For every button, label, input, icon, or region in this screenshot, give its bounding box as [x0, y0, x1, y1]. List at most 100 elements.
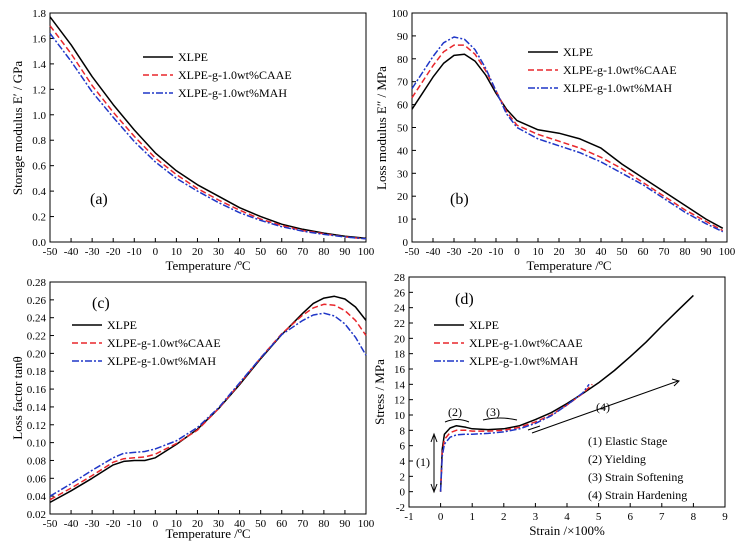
stage-2-arrow — [444, 419, 470, 423]
stage-3-arrow — [482, 417, 518, 421]
panel-a-ylabel: Storage modulus E′ / GPa — [10, 61, 25, 196]
panel-b-ytick-label: 0 — [403, 237, 409, 249]
panel-c-ytick-label: 0.04 — [27, 491, 47, 503]
panel-d-chart: -1 0 1 2 3 4 5 6 7 8 9-20246810121416182022242628 … — [372, 272, 728, 538]
panel-b-xtick-label: 30 — [575, 246, 587, 258]
panel-a-xlabel: Temperature /ºC — [165, 258, 250, 273]
panel-b-series — [411, 36, 724, 233]
panel-b-xtick-label: -10 — [489, 246, 504, 258]
stage-1-arrowhead-top — [430, 432, 438, 443]
panel-a-xtick-label: 0 — [153, 246, 159, 258]
panel-d-ytick-label: 22 — [394, 318, 405, 330]
panel-c-ytick-label: 0.02 — [27, 509, 46, 521]
panel-a-legend: XLPE XLPE-g-1.0wt%CAAE XLPE-g-1.0wt%MAH — [143, 50, 292, 100]
panel-a-xtick-label: -40 — [64, 246, 79, 258]
panel-a-series-line-1 — [49, 16, 367, 239]
panel-d-xtick-label: 1 — [469, 511, 475, 523]
panel-d-xlabel: Strain /×100% — [529, 523, 605, 538]
panel-a-legend-xlpe: XLPE — [178, 50, 208, 64]
panel-d-ytick-label: 12 — [394, 395, 405, 407]
panel-d-xtick-label: 9 — [722, 511, 728, 523]
panel-d-xtick-label: 5 — [596, 511, 602, 523]
panel-a-ytick-label: 0.4 — [32, 186, 46, 198]
panel-b-xtick-label: 0 — [514, 246, 520, 258]
panel-b-ytick-label: 80 — [397, 54, 409, 66]
panel-a-ytick-label: 1.4 — [32, 59, 46, 71]
panel-d-series-line-3 — [439, 383, 590, 492]
panel-a-xtick-label: -30 — [85, 246, 100, 258]
panel-d-stage-annotations: (1) (2) (3) (4) (1) Elastic Stage (2) Yi… — [416, 378, 687, 502]
panel-c-xtick-label: 20 — [192, 518, 204, 530]
panel-d-series-line-1 — [439, 294, 694, 492]
panel-c-xtick-label: -20 — [106, 518, 121, 530]
panel-b-xtick-label: -40 — [426, 246, 441, 258]
panel-c-ytick-label: 0.10 — [27, 438, 47, 450]
panel-c-ytick-label: 0.16 — [27, 384, 47, 396]
panel-b-xtick-label: 100 — [719, 246, 736, 258]
panel-c-ytick-label: 0.14 — [27, 402, 47, 414]
panel-a-label: (a) — [90, 191, 108, 208]
panel-c-legend-xlpe: XLPE — [107, 318, 137, 332]
panel-c-xtick-label: 40 — [234, 518, 246, 530]
panel-c-xtick-label: 90 — [339, 518, 351, 530]
panel-c-xtick-label: 80 — [318, 518, 330, 530]
panel-b-ytick-label: 40 — [397, 145, 409, 157]
panel-d-xtick-label: 6 — [627, 511, 633, 523]
panel-b-legend-mah: XLPE-g-1.0wt%MAH — [563, 81, 672, 95]
panel-b-xlabel: Temperature /ºC — [526, 258, 611, 273]
panel-b-ytick-label: 20 — [397, 191, 409, 203]
panel-c-xtick-label: 100 — [358, 518, 375, 530]
panel-c-ytick-label: 0.18 — [27, 366, 47, 378]
panel-c-ytick-label: 0.08 — [27, 455, 47, 467]
panel-b-series-line-1 — [411, 53, 724, 229]
panel-b-xtick-label: 50 — [617, 246, 629, 258]
panel-c-xtick-label: -40 — [64, 518, 79, 530]
panel-c-legend-mah: XLPE-g-1.0wt%MAH — [107, 354, 216, 368]
panel-a-ytick-label: 0.6 — [32, 161, 46, 173]
panel-a-xtick-label: 10 — [171, 246, 183, 258]
panel-d-ytick-label: 24 — [394, 303, 406, 315]
panel-a-ytick-label: 1.8 — [32, 8, 46, 20]
panel-a-ytick-label: 1.0 — [32, 110, 46, 122]
panel-a-xtick-label: -20 — [106, 246, 121, 258]
panel-a-legend-caae: XLPE-g-1.0wt%CAAE — [178, 68, 292, 82]
panel-c-series-line-2 — [49, 303, 367, 501]
panel-a-xtick-label: 40 — [234, 246, 246, 258]
panel-c-xtick-label: 70 — [297, 518, 309, 530]
panel-b-xtick-label: -20 — [468, 246, 483, 258]
stage-legend-3: (3) Strain Softening — [588, 470, 683, 484]
panel-b-legend: XLPE XLPE-g-1.0wt%CAAE XLPE-g-1.0wt%MAH — [528, 45, 677, 95]
panel-b-xtick-label: -30 — [447, 246, 462, 258]
panel-a-ytick-label: 0.8 — [32, 135, 46, 147]
panel-c-xtick-label: -30 — [85, 518, 100, 530]
panel-c-xtick-label: 60 — [276, 518, 288, 530]
panel-d-ytick-label: 0 — [400, 487, 406, 499]
stage-legend-4: (4) Strain Hardening — [588, 488, 687, 502]
panel-d-series-line-2 — [439, 383, 593, 492]
panel-c-xtick-label: -10 — [127, 518, 142, 530]
stage-4-arrowhead-down — [527, 425, 541, 431]
panel-c-xlabel: Temperature /ºC — [165, 526, 250, 541]
panel-a-xtick-label: 50 — [255, 246, 267, 258]
panel-a-ytick-label: 1.2 — [32, 84, 46, 96]
panel-d-xtick-label: 0 — [438, 511, 444, 523]
panel-c-ytick-label: 0.12 — [27, 420, 46, 432]
panel-a-ytick-label: 0.2 — [32, 212, 46, 224]
panel-a-ticks: -50 -40 -30 -20 -10 0 10 20 30 40 50 60 70 80 90 100 0.0… — [32, 8, 375, 258]
stage-4-label: (4) — [596, 400, 610, 414]
panel-b-xtick-label: 20 — [554, 246, 566, 258]
stage-3-label: (3) — [486, 405, 500, 419]
panel-d-ytick-label: 26 — [394, 287, 406, 299]
panel-b-xtick-label: 80 — [680, 246, 692, 258]
panel-a-chart: -50 -40 -30 -20 -10 0 10 20 30 40 50 60 70 80 90 100 0.0… — [10, 8, 375, 273]
panel-c-label: (c) — [92, 295, 110, 312]
panel-b-legend-caae: XLPE-g-1.0wt%CAAE — [563, 63, 677, 77]
panel-c-xtick-label: 30 — [213, 518, 225, 530]
panel-d-xtick-label: 8 — [691, 511, 697, 523]
panel-d-ytick-label: 4 — [400, 456, 406, 468]
panel-c-chart: -50 -40 -30 -20 -10 0 10 20 30 40 50 60 70 80 90 100 0.0… — [10, 277, 375, 541]
panel-b-xtick-label: 10 — [533, 246, 545, 258]
panel-a-xtick-label: 100 — [358, 246, 375, 258]
panel-d-xtick-label: 3 — [533, 511, 539, 523]
panel-b-chart: -50 -40 -30 -20 -10 0 10 20 30 40 50 60 70 80 90 100 0 10… — [374, 8, 736, 273]
